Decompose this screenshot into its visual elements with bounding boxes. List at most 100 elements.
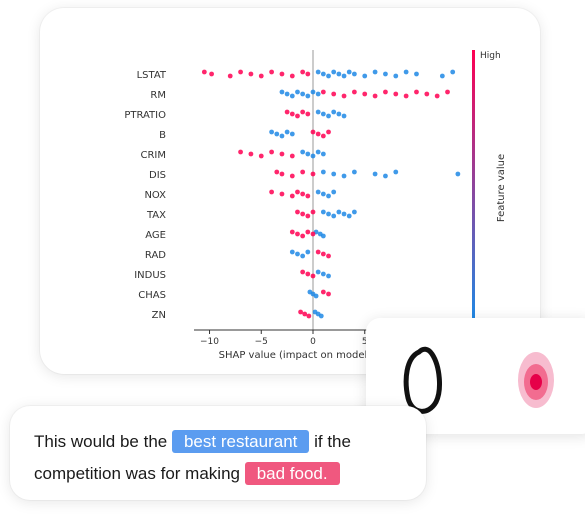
- shap-dot: [320, 271, 326, 277]
- shap-dot: [209, 71, 214, 77]
- shap-dot: [238, 69, 243, 75]
- shap-dot: [300, 211, 306, 217]
- shap-dot: [336, 71, 342, 77]
- shap-dot: [300, 233, 306, 239]
- shap-dot: [289, 153, 295, 159]
- shap-dot: [310, 153, 316, 159]
- shap-dot: [320, 209, 326, 215]
- shap-dot: [238, 149, 243, 155]
- shap-dot: [298, 309, 303, 315]
- shap-dot: [326, 211, 331, 217]
- shap-dot: [269, 69, 275, 75]
- shap-dot: [403, 93, 409, 99]
- shap-dot: [372, 69, 378, 75]
- zero-digit-image: [403, 346, 442, 414]
- shap-dot: [383, 71, 388, 77]
- shap-dot: [269, 149, 275, 155]
- shap-dot: [439, 73, 445, 79]
- feature-label: TAX: [146, 210, 166, 221]
- shap-dot: [331, 109, 337, 115]
- shap-dot: [434, 93, 440, 99]
- shap-dot: [393, 169, 399, 175]
- feature-label: ZN: [152, 310, 166, 321]
- feature-label: RAD: [145, 250, 166, 261]
- shap-dot: [414, 89, 419, 95]
- shap-dot: [284, 91, 290, 97]
- shap-dot: [320, 251, 326, 257]
- x-tick-label: 0: [310, 337, 316, 347]
- colorbar-label: Feature value: [496, 154, 507, 222]
- shap-dot: [326, 73, 331, 79]
- shap-dot: [331, 91, 337, 97]
- shap-dot: [274, 131, 280, 137]
- shap-dot: [315, 149, 321, 155]
- shap-dot: [310, 89, 316, 95]
- shap-dot: [320, 191, 326, 197]
- feature-label: AGE: [145, 230, 166, 241]
- shap-dot: [279, 71, 285, 77]
- feature-label: DIS: [149, 170, 166, 181]
- shap-dot: [305, 151, 311, 157]
- shap-dot: [305, 111, 311, 117]
- shap-dot: [336, 111, 342, 117]
- shap-dot: [450, 69, 456, 75]
- shap-dot: [302, 311, 308, 317]
- shap-dot: [300, 69, 306, 75]
- shap-dot: [318, 313, 324, 319]
- feature-label: INDUS: [134, 270, 166, 281]
- shap-dot: [315, 269, 321, 275]
- shap-dot: [269, 129, 275, 135]
- shap-dot: [295, 251, 300, 257]
- shap-dot: [341, 173, 347, 179]
- shap-dot: [326, 291, 331, 297]
- shap-dot: [320, 289, 326, 295]
- shap-dot: [284, 129, 290, 135]
- shap-dot: [248, 71, 254, 77]
- shap-dot: [393, 91, 399, 97]
- shap-dot: [300, 91, 306, 97]
- shap-dot: [315, 189, 321, 195]
- shap-dot: [341, 73, 347, 79]
- shap-dot: [351, 169, 357, 175]
- shap-dot: [326, 129, 331, 135]
- shap-dot: [310, 231, 316, 237]
- feature-label: RM: [150, 90, 166, 101]
- shap-dot: [289, 73, 295, 79]
- shap-dot: [372, 171, 378, 177]
- shap-dot: [331, 171, 337, 177]
- shap-summary-plot: LSTAT RM PTRATIO B CRIM DIS NOX TAX AGE RAD INDUS C…: [112, 38, 512, 368]
- shap-dot: [310, 273, 316, 279]
- shap-dot: [414, 71, 419, 77]
- shap-dot: [331, 69, 337, 75]
- x-axis-label: SHAP value (impact on model output): [219, 350, 408, 361]
- shap-dot: [351, 71, 357, 77]
- shap-dot: [248, 151, 254, 157]
- shap-dot: [305, 229, 311, 235]
- shap-dot: [320, 151, 326, 157]
- shap-dot: [351, 209, 357, 215]
- shap-dot: [305, 213, 311, 219]
- shap-dot: [201, 69, 207, 75]
- shap-dot: [315, 91, 321, 97]
- shap-dot: [295, 209, 300, 215]
- shap-dot: [315, 69, 321, 75]
- shap-dot: [258, 153, 264, 159]
- feature-label: B: [159, 130, 166, 141]
- shap-dot: [279, 151, 285, 157]
- colorbar: [472, 50, 475, 320]
- shap-dot: [279, 191, 285, 197]
- shap-summary-card: LSTAT RM PTRATIO B CRIM DIS NOX TAX AGE RAD INDUS C…: [40, 8, 540, 374]
- shap-dot: [424, 91, 430, 97]
- shap-dot: [305, 249, 311, 255]
- shap-dot: [306, 313, 312, 319]
- feature-label: LSTAT: [137, 70, 167, 81]
- colorbar-high-label: High: [480, 51, 501, 61]
- shap-dot: [300, 109, 306, 115]
- shap-dot: [305, 71, 311, 77]
- shap-dot: [305, 271, 311, 277]
- x-tick-label: −5: [255, 337, 268, 347]
- shap-dot: [445, 89, 450, 95]
- shap-dot: [393, 73, 399, 79]
- shap-dot: [455, 171, 461, 177]
- sentence-part1: This would be the: [34, 432, 172, 451]
